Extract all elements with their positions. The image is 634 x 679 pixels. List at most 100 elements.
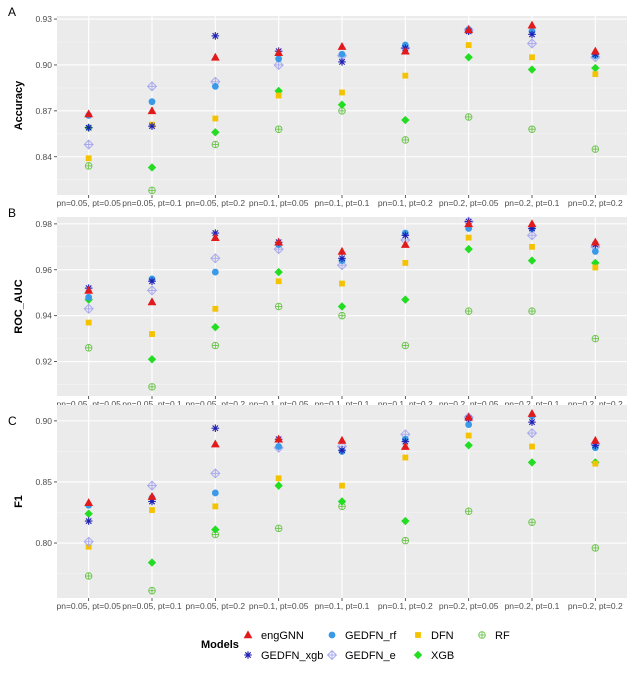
point-xgb <box>527 458 537 467</box>
point-gedfn-rf <box>465 421 473 428</box>
x-tick-label: pn=0.2, pt=0.05 <box>439 601 499 611</box>
point-gedfn-xgb <box>211 32 220 40</box>
x-tick-label: pn=0.1, pt=0.2 <box>378 399 433 409</box>
legend-key <box>326 649 338 661</box>
y-tick-label: 0.96 <box>35 265 52 275</box>
point-gedfn-rf <box>275 443 283 450</box>
x-tick-label: pn=0.05, pt=0.1 <box>122 601 182 611</box>
y-tick-label: 0.93 <box>35 14 52 24</box>
point-enggnn <box>147 106 157 115</box>
point-xgb <box>464 53 473 62</box>
point-rf <box>528 125 536 133</box>
point-enggnn <box>464 25 474 34</box>
point-enggnn <box>274 48 284 57</box>
point-rf <box>84 344 93 352</box>
point-enggnn <box>464 219 474 228</box>
point-gedfn-rf <box>338 50 346 58</box>
point-dfn <box>402 72 409 79</box>
x-tick-label: pn=0.05, pt=0.05 <box>57 399 122 409</box>
point-dfn <box>465 432 472 439</box>
legend-item-xgb: XGB <box>413 650 454 662</box>
point-enggnn <box>210 233 220 241</box>
y-tick-label: 0.94 <box>35 311 52 321</box>
point-rf <box>528 518 536 527</box>
y-tick-label: 0.80 <box>35 538 52 548</box>
point-gedfn-rf <box>85 293 93 301</box>
point-rf <box>401 341 410 350</box>
point-enggnn <box>527 219 537 228</box>
point-gedfn-xgb <box>211 424 220 433</box>
x-tick-label: pn=0.1, pt=0.2 <box>378 601 433 611</box>
x-tick-label: pn=0.1, pt=0.05 <box>249 601 309 611</box>
point-rf <box>591 544 600 552</box>
point-enggnn <box>274 434 284 443</box>
point-xgb <box>464 244 473 254</box>
point-dfn <box>592 264 599 271</box>
point-gedfn-xgb <box>148 277 156 286</box>
point-xgb <box>401 115 410 125</box>
point-enggnn <box>337 41 347 50</box>
point-dfn <box>529 443 535 450</box>
point-enggnn <box>464 412 474 421</box>
panel-tag: C <box>8 414 17 428</box>
point-gedfn-xgb <box>528 30 536 39</box>
point-dfn <box>149 331 155 337</box>
point-rf <box>464 113 473 121</box>
point-gedfn-xgb <box>148 122 156 130</box>
point-dfn <box>465 42 472 48</box>
point-enggnn <box>400 46 410 55</box>
x-tick-label: pn=0.2, pt=0.2 <box>568 601 623 611</box>
x-tick-label: pn=0.1, pt=0.1 <box>315 399 370 409</box>
point-gedfn-xgb <box>84 517 93 525</box>
point-gedfn-xgb <box>84 123 93 132</box>
point-gedfn-e <box>210 253 221 264</box>
point-enggnn <box>147 492 157 500</box>
y-tick-label: 0.87 <box>35 106 52 116</box>
point-gedfn-rf <box>211 268 219 276</box>
legend-key <box>244 651 252 659</box>
y-axis-title: F1 <box>13 495 25 508</box>
point-xgb <box>211 322 220 332</box>
point-dfn <box>402 454 409 461</box>
point-gedfn-rf <box>275 55 283 63</box>
point-enggnn <box>527 408 537 417</box>
point-gedfn-e <box>526 427 538 439</box>
point-xgb <box>401 295 410 304</box>
point-enggnn <box>210 52 220 61</box>
point-gedfn-rf <box>591 248 599 255</box>
point-rf <box>148 383 156 391</box>
legend-key <box>478 631 486 639</box>
point-rf <box>211 140 220 149</box>
legend-item-rf: RF <box>478 630 510 642</box>
point-gedfn-e <box>146 480 158 491</box>
x-tick-label: pn=0.05, pt=0.2 <box>186 601 246 611</box>
point-enggnn <box>84 498 94 507</box>
point-xgb <box>337 302 347 311</box>
point-enggnn <box>210 439 220 448</box>
point-dfn <box>212 305 219 312</box>
point-dfn <box>339 482 345 489</box>
x-tick-label: pn=0.1, pt=0.2 <box>378 198 433 208</box>
x-tick-label: pn=0.05, pt=0.2 <box>186 198 246 208</box>
point-dfn <box>85 319 92 326</box>
point-xgb <box>337 100 347 109</box>
point-dfn <box>402 259 409 266</box>
legend-title: Models <box>201 639 239 651</box>
point-gedfn-xgb <box>338 58 346 66</box>
x-tick-label: pn=0.2, pt=0.2 <box>568 399 623 409</box>
point-xgb <box>211 128 220 137</box>
legend-item-enggnn: engGNN <box>243 630 304 642</box>
point-dfn <box>85 155 92 162</box>
point-enggnn <box>337 435 347 444</box>
point-rf <box>148 186 156 195</box>
point-enggnn <box>400 239 410 248</box>
legend: Models engGNN GEDFN_rf DFN RF GEDFN_xgb GEDFN_… <box>201 630 510 662</box>
point-gedfn-e <box>146 81 158 92</box>
point-rf <box>464 507 473 516</box>
point-gedfn-e <box>210 468 221 479</box>
x-tick-label: pn=0.1, pt=0.05 <box>249 399 309 409</box>
point-xgb <box>527 256 537 265</box>
